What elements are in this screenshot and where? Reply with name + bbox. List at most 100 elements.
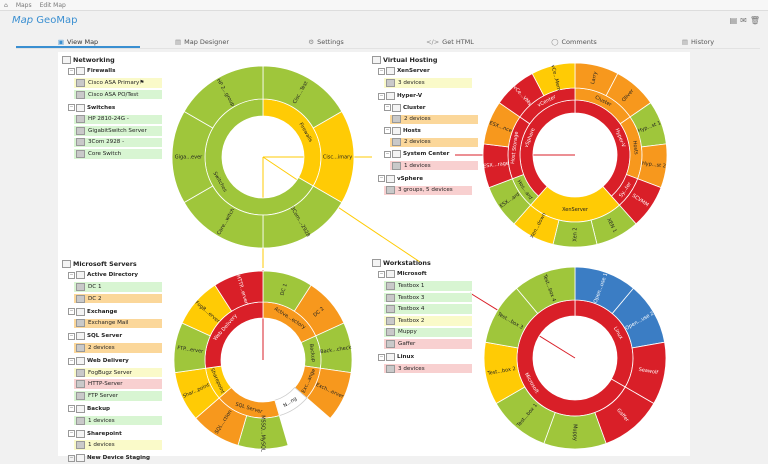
collapse-toggle-icon[interactable]: −: [378, 93, 385, 100]
device-status-yellow[interactable]: 1 devices: [74, 440, 162, 450]
tree-root[interactable]: Microsoft Servers: [62, 258, 162, 270]
collapse-toggle-icon[interactable]: −: [384, 104, 391, 111]
device-status-yellow[interactable]: Cisco ASA Primary ⚑: [74, 78, 162, 88]
collapse-toggle-icon[interactable]: −: [384, 127, 391, 134]
tree-group[interactable]: −XenServer: [372, 66, 478, 78]
device-status-orange[interactable]: 2 devices: [390, 138, 478, 148]
device-item[interactable]: HP 2810-24G -: [62, 113, 162, 125]
group-label: Linux: [397, 354, 414, 360]
device-item[interactable]: Exchange Mail: [62, 317, 162, 329]
device-status-orange[interactable]: DC 2: [74, 294, 162, 304]
device-status-green[interactable]: HP 2810-24G -: [74, 115, 162, 125]
device-item[interactable]: 3 groups, 5 devices: [372, 185, 478, 197]
tree-group[interactable]: −Backup: [62, 403, 162, 415]
device-item[interactable]: 3 devices: [372, 363, 472, 375]
tree-root[interactable]: Workstations: [372, 257, 472, 269]
group-icon: [62, 260, 71, 268]
device-item[interactable]: 1 devices: [62, 439, 162, 451]
device-item[interactable]: Testbox 2: [372, 315, 472, 327]
device-status-green[interactable]: 1 devices: [74, 416, 162, 426]
collapse-toggle-icon[interactable]: −: [378, 354, 385, 361]
tree-group[interactable]: −vSphere: [372, 173, 478, 185]
collapse-toggle-icon[interactable]: −: [68, 272, 75, 279]
tree-group[interactable]: −SQL Server: [62, 331, 162, 343]
collapse-toggle-icon[interactable]: −: [68, 68, 75, 75]
device-item[interactable]: DC 1: [62, 281, 162, 293]
collapse-toggle-icon[interactable]: −: [68, 455, 75, 462]
device-status-orange[interactable]: Exchange Mail: [74, 319, 162, 329]
device-status-green[interactable]: FTP Server: [74, 391, 162, 401]
device-status-red[interactable]: 3 groups, 5 devices: [384, 186, 472, 196]
device-item[interactable]: 2 devices: [372, 113, 478, 125]
device-item[interactable]: DC 2: [62, 293, 162, 305]
device-item[interactable]: Testbox 1: [372, 280, 472, 292]
device-status-yellow[interactable]: 3 devices: [384, 78, 472, 88]
collapse-toggle-icon[interactable]: −: [378, 68, 385, 75]
tree-root[interactable]: Virtual Hosting: [372, 54, 478, 66]
collapse-toggle-icon[interactable]: −: [68, 308, 75, 315]
device-status-red[interactable]: 1 devices: [390, 161, 478, 171]
tree-group[interactable]: −Hyper-V: [372, 90, 478, 102]
device-status-green[interactable]: Muppy: [384, 328, 472, 338]
device-item[interactable]: Gaffer: [372, 338, 472, 350]
tree-group[interactable]: −Microsoft: [372, 269, 472, 281]
device-label: Cisco ASA Primary: [88, 80, 139, 86]
device-status-yellow[interactable]: Testbox 2: [384, 316, 472, 326]
device-item[interactable]: Muppy: [372, 327, 472, 339]
device-label: Gaffer: [398, 341, 415, 347]
tree-group[interactable]: −Firewalls: [62, 66, 162, 78]
collapse-toggle-icon[interactable]: −: [68, 333, 75, 340]
device-item[interactable]: 3Com 2928 -: [62, 137, 162, 149]
device-item[interactable]: Core Switch: [62, 148, 162, 160]
device-status-green[interactable]: GigabitSwitch Server: [74, 126, 162, 136]
tree-group[interactable]: −Cluster: [372, 102, 478, 114]
device-item[interactable]: Testbox 3: [372, 292, 472, 304]
sunburst-leaf-label: MSSQ...MySQL: [260, 415, 266, 452]
tree-group[interactable]: −New Device Staging: [62, 453, 162, 464]
tree-root[interactable]: Networking: [62, 54, 162, 66]
tree-group[interactable]: −Sharepoint: [62, 428, 162, 440]
device-item[interactable]: Cisco ASA PO/Test: [62, 89, 162, 101]
device-status-green[interactable]: Core Switch: [74, 149, 162, 159]
device-item[interactable]: FogBugz Server: [62, 367, 162, 379]
device-icon: [386, 282, 395, 290]
device-status-green[interactable]: Testbox 4: [384, 304, 472, 314]
collapse-toggle-icon[interactable]: −: [68, 104, 75, 111]
device-item[interactable]: Testbox 4: [372, 303, 472, 315]
device-item[interactable]: 1 devices: [372, 160, 478, 172]
collapse-toggle-icon[interactable]: −: [378, 175, 385, 182]
tree-group[interactable]: −Web Delivery: [62, 355, 162, 367]
device-status-green[interactable]: 3Com 2928 -: [74, 138, 162, 148]
tree-group[interactable]: −System Center: [372, 148, 478, 160]
device-item[interactable]: 2 devices: [372, 137, 478, 149]
device-item[interactable]: 2 devices: [62, 342, 162, 354]
device-status-green[interactable]: DC 1: [74, 282, 162, 292]
device-status-red[interactable]: 3 devices: [384, 364, 472, 374]
device-item[interactable]: FTP Server: [62, 390, 162, 402]
device-status-red[interactable]: Gaffer: [384, 339, 472, 349]
device-item[interactable]: 1 devices: [62, 415, 162, 427]
tree-group[interactable]: −Exchange: [62, 306, 162, 318]
device-status-red[interactable]: HTTP-Server: [74, 379, 162, 389]
collapse-toggle-icon[interactable]: −: [384, 151, 391, 158]
device-item[interactable]: Cisco ASA Primary ⚑: [62, 77, 162, 89]
tree-group[interactable]: −Active Directory: [62, 270, 162, 282]
tree-group[interactable]: −Hosts: [372, 125, 478, 137]
group-icon: [76, 332, 85, 340]
collapse-toggle-icon[interactable]: −: [68, 405, 75, 412]
device-status-green[interactable]: Testbox 3: [384, 293, 472, 303]
device-status-yellow[interactable]: FogBugz Server: [74, 368, 162, 378]
device-item[interactable]: GigabitSwitch Server: [62, 125, 162, 137]
device-status-orange[interactable]: 2 devices: [74, 343, 162, 353]
collapse-toggle-icon[interactable]: −: [68, 358, 75, 365]
device-status-green[interactable]: Cisco ASA PO/Test: [74, 90, 162, 100]
device-status-green[interactable]: Testbox 1: [384, 281, 472, 291]
tree-group[interactable]: − Linux: [372, 351, 472, 363]
tree-group[interactable]: −Switches: [62, 102, 162, 114]
collapse-toggle-icon[interactable]: −: [68, 430, 75, 437]
device-status-orange[interactable]: 2 devices: [390, 115, 478, 125]
device-item[interactable]: 3 devices: [372, 77, 478, 89]
device-item[interactable]: HTTP-Server: [62, 378, 162, 390]
collapse-toggle-icon[interactable]: −: [378, 271, 385, 278]
